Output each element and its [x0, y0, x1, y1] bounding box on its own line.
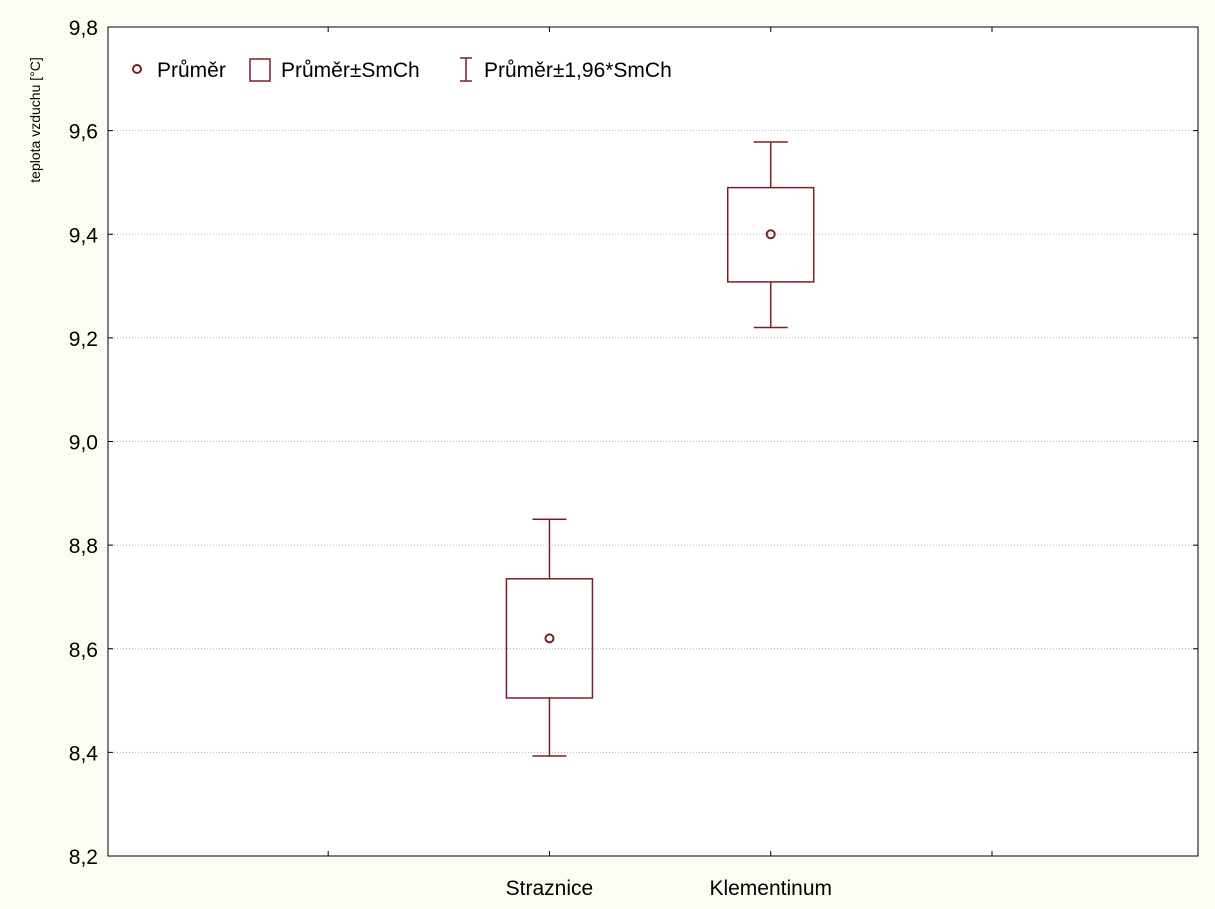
- y-tick-label: 8,8: [69, 535, 98, 558]
- axes: 8,2 8,4 8,6 8,8 9,0 9,2 9,4 9,6 9,8 Straznice Klem…: [69, 17, 1198, 900]
- y-tick-label: 9,0: [69, 432, 98, 455]
- y-tick-label: 9,8: [69, 17, 98, 40]
- x-tick-label: Straznice: [506, 877, 594, 900]
- box-group-straznice: [505, 518, 594, 757]
- y-tick-label: 9,6: [69, 121, 98, 144]
- box-group-klementinum: [726, 141, 815, 329]
- legend-mean-marker: [132, 64, 142, 74]
- y-tick-label: 9,2: [69, 328, 98, 351]
- se-box: [726, 186, 815, 283]
- x-tick-label: Klementinum: [709, 877, 832, 900]
- se-box: [505, 578, 594, 699]
- y-tick-label: 8,6: [69, 639, 98, 662]
- y-tick-label: 8,4: [69, 742, 99, 765]
- mean-point: [544, 633, 555, 644]
- legend-whisker-label: Průměr±1,96*SmCh: [484, 59, 672, 82]
- legend: Průměr Průměr±SmCh Průměr±1,96*SmCh: [132, 57, 672, 82]
- legend-box-label: Průměr±SmCh: [281, 59, 420, 82]
- legend-box-marker: [249, 58, 271, 82]
- chart-marks: [505, 141, 815, 757]
- legend-whisker-marker: [460, 57, 472, 82]
- plot-area: [107, 26, 1199, 857]
- y-tick-label: 9,4: [69, 224, 99, 247]
- legend-mean-label: Průměr: [157, 59, 226, 82]
- mean-point: [765, 229, 776, 240]
- y-tick-label: 8,2: [69, 846, 98, 869]
- y-axis-label: teplota vzduchu [°C]: [27, 57, 43, 182]
